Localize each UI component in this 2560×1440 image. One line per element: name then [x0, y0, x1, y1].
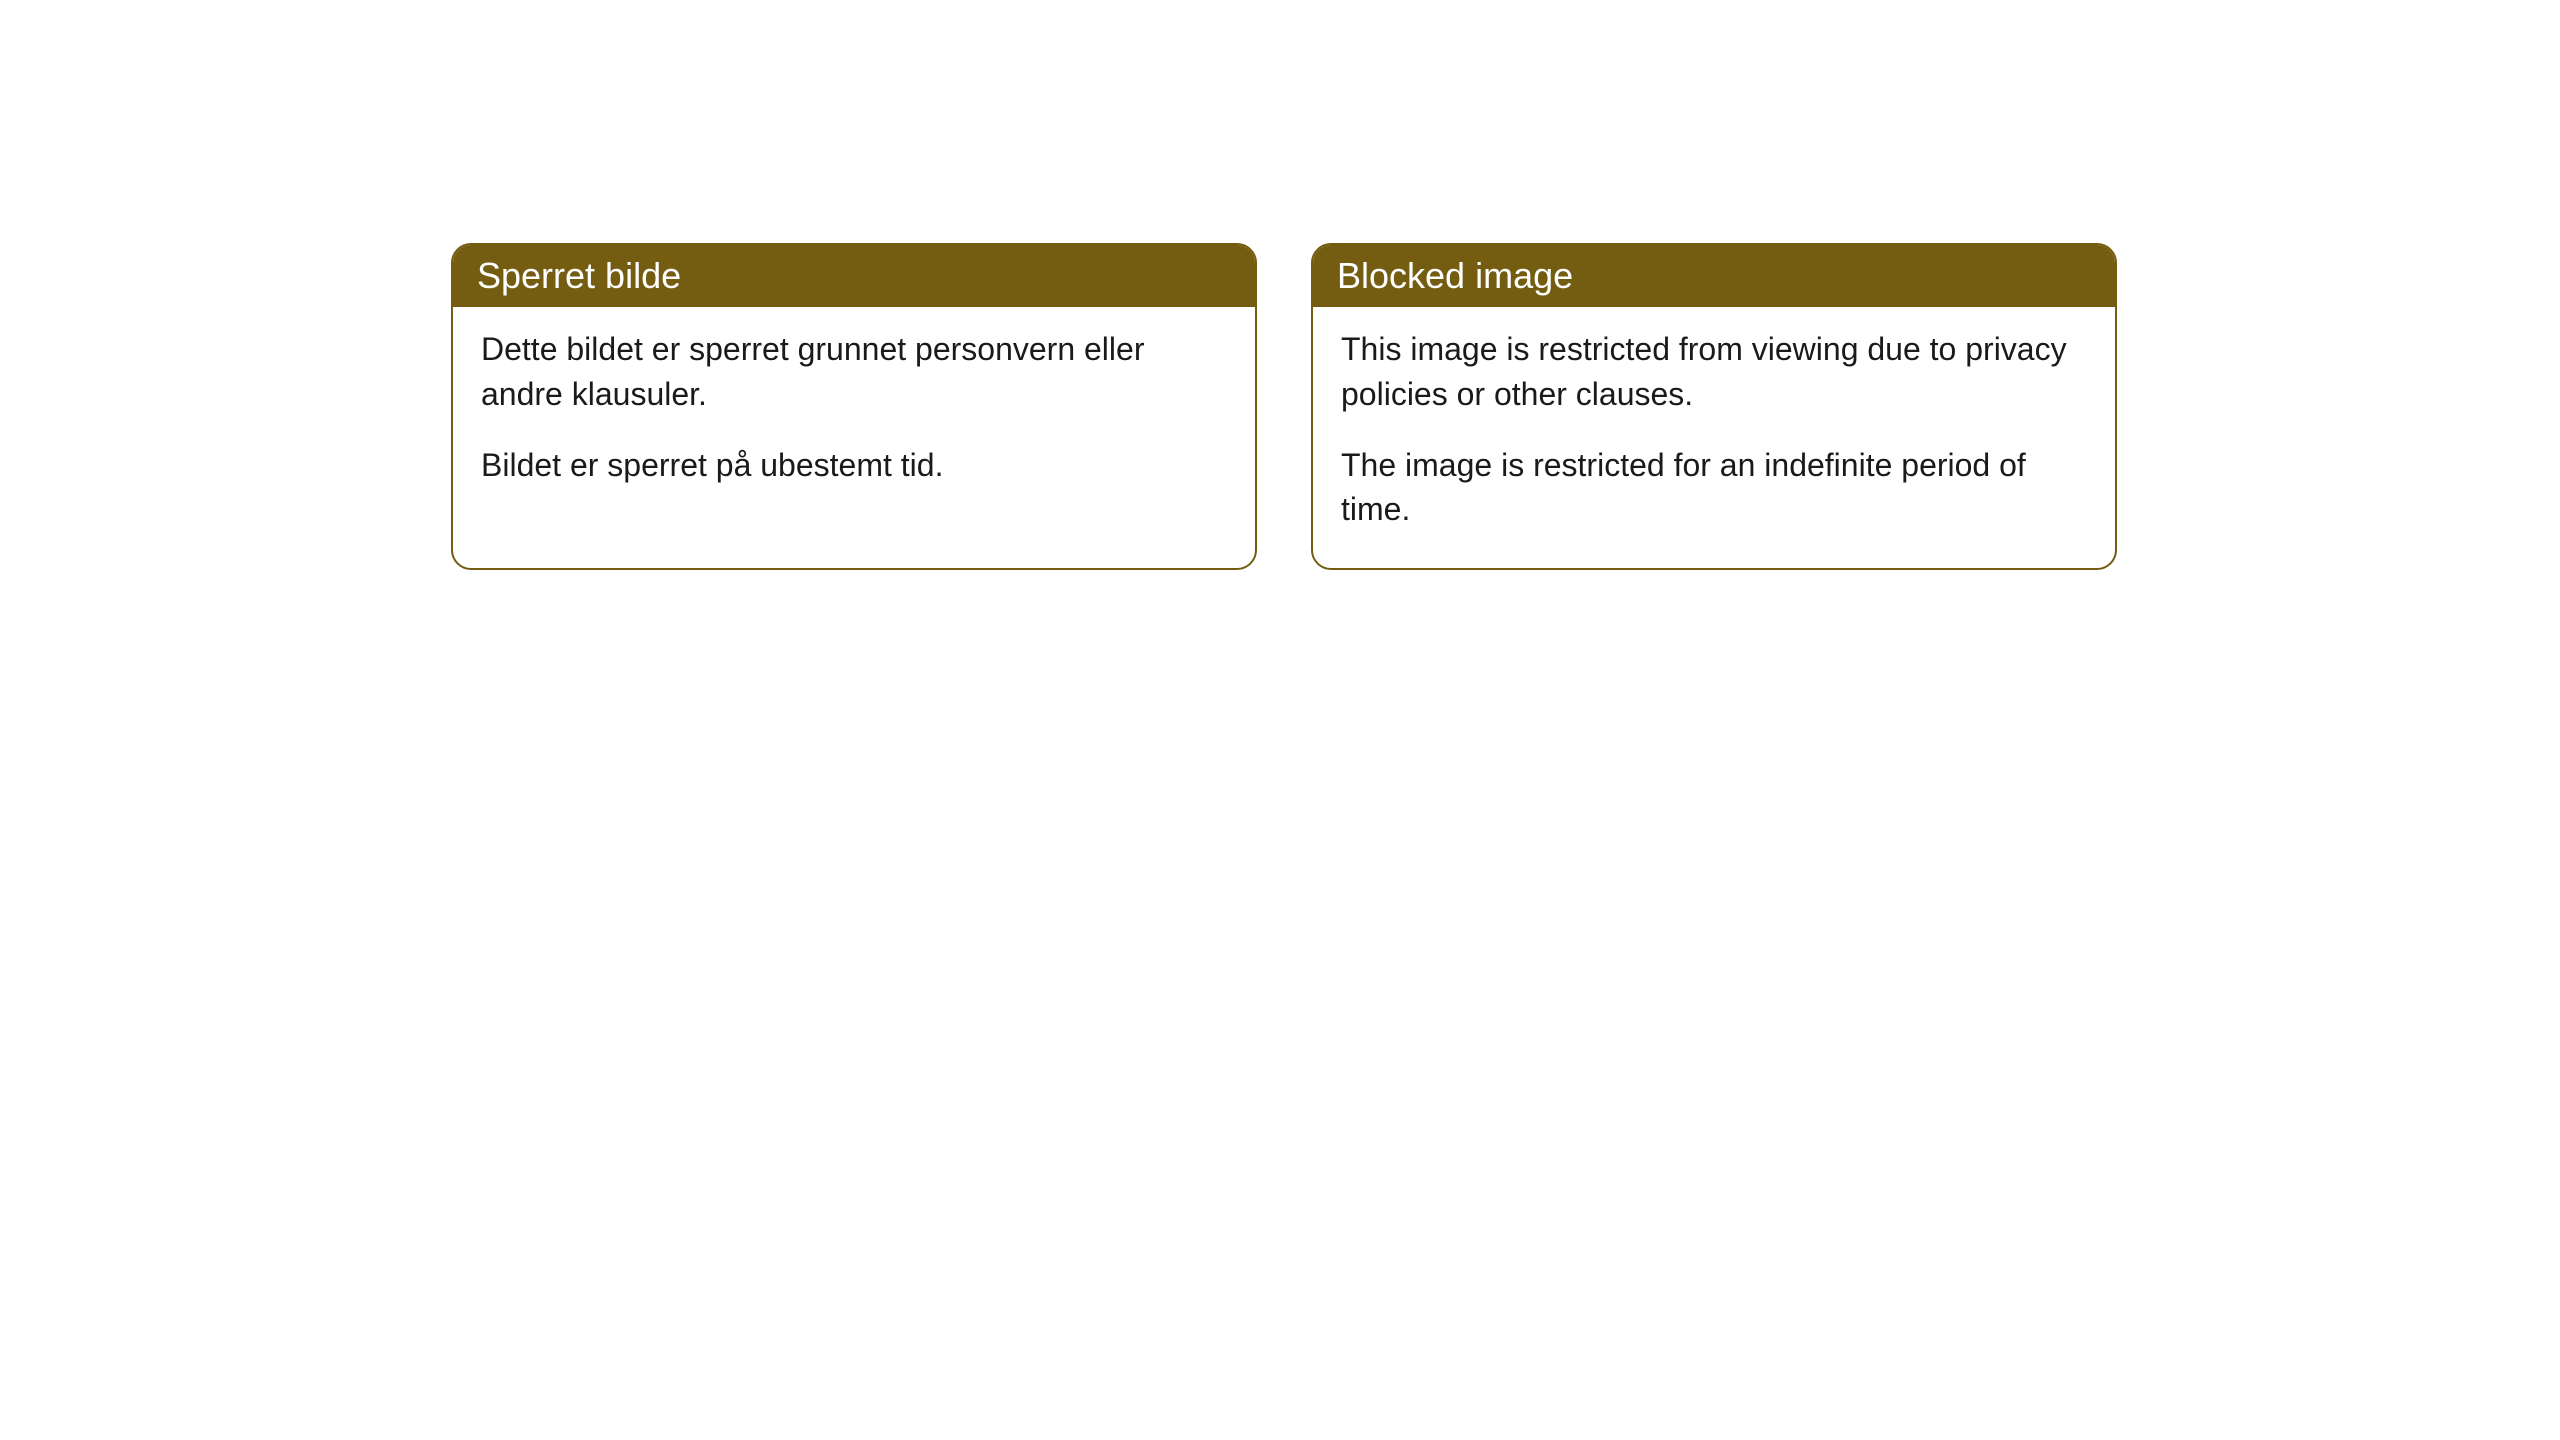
card-paragraph: This image is restricted from viewing du… [1341, 327, 2087, 417]
card-header-english: Blocked image [1313, 245, 2115, 307]
card-body-norwegian: Dette bildet er sperret grunnet personve… [453, 307, 1255, 523]
card-header-norwegian: Sperret bilde [453, 245, 1255, 307]
notice-cards-container: Sperret bilde Dette bildet er sperret gr… [451, 243, 2117, 570]
card-paragraph: The image is restricted for an indefinit… [1341, 443, 2087, 533]
card-title: Blocked image [1337, 255, 1573, 296]
card-paragraph: Dette bildet er sperret grunnet personve… [481, 327, 1227, 417]
card-body-english: This image is restricted from viewing du… [1313, 307, 2115, 568]
card-title: Sperret bilde [477, 255, 681, 296]
blocked-image-card-english: Blocked image This image is restricted f… [1311, 243, 2117, 570]
blocked-image-card-norwegian: Sperret bilde Dette bildet er sperret gr… [451, 243, 1257, 570]
card-paragraph: Bildet er sperret på ubestemt tid. [481, 443, 1227, 488]
